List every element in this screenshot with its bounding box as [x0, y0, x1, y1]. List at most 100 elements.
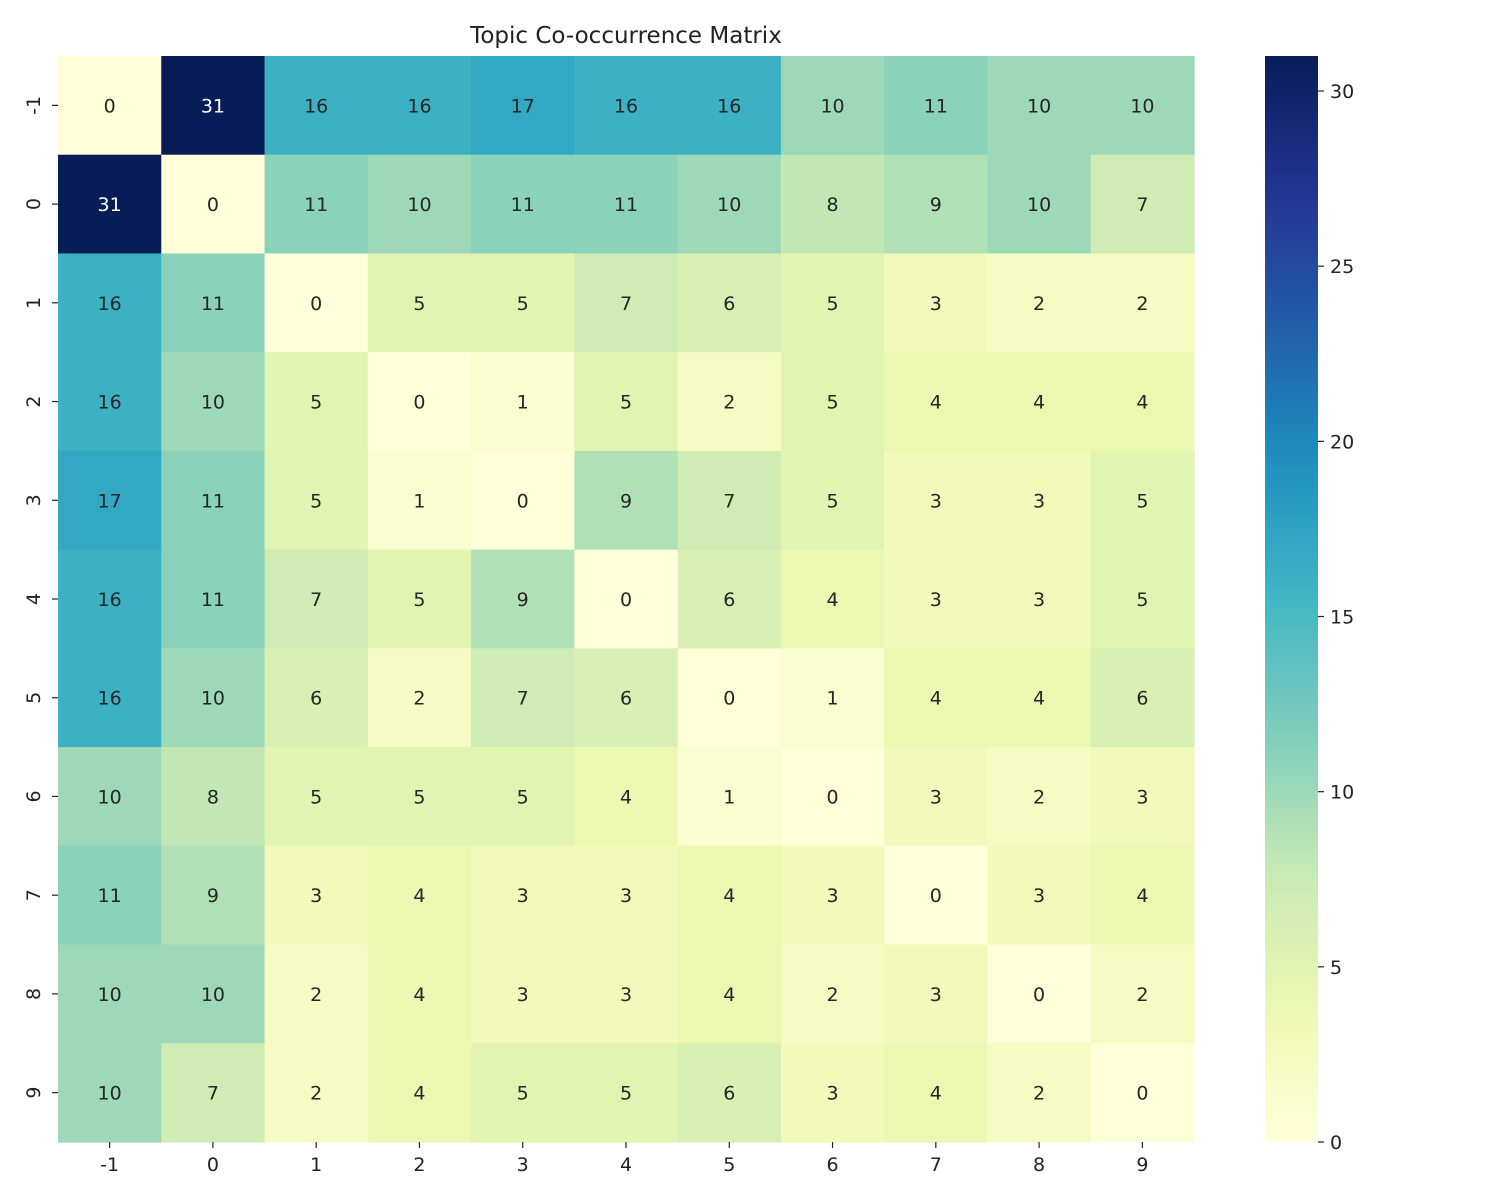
heatmap-cell [471, 154, 575, 255]
cell-value-label: 5 [413, 293, 425, 315]
heatmap-cell [574, 944, 679, 1044]
cell-value-label: 0 [1033, 984, 1045, 1006]
y-tick-label: 5 [23, 692, 45, 704]
cell-value-label: 5 [413, 786, 425, 808]
heatmap-cell [471, 747, 575, 847]
x-tick-label: 5 [723, 1154, 735, 1176]
heatmap-cell [987, 747, 1092, 847]
cell-value-label: 0 [930, 885, 942, 907]
cell-value-label: 3 [826, 885, 838, 907]
heatmap-cell [884, 648, 989, 748]
y-tick-label: 2 [23, 395, 45, 407]
cell-value-label: 5 [826, 490, 838, 512]
cell-value-label: 5 [310, 392, 322, 414]
heatmap-cell [677, 352, 782, 452]
heatmap-cell [987, 1043, 1092, 1143]
cell-value-label: 6 [723, 1083, 735, 1105]
heatmap-cell [677, 648, 782, 748]
heatmap-cell [367, 747, 472, 847]
y-tick-label: 6 [23, 790, 45, 802]
cell-value-label: 16 [407, 95, 431, 117]
cell-value-label: 10 [98, 1083, 122, 1105]
heatmap-cell [1090, 253, 1195, 353]
cell-value-label: 7 [310, 589, 322, 611]
cell-value-label: 8 [207, 786, 219, 808]
heatmap-cell [264, 352, 369, 452]
heatmap-cell [264, 648, 369, 748]
heatmap-cell [367, 450, 472, 551]
cell-value-label: 4 [413, 1083, 425, 1105]
heatmap-cell [780, 253, 885, 353]
cell-value-label: 4 [1033, 392, 1045, 414]
heatmap-cell [58, 648, 162, 748]
heatmap-cell [987, 154, 1092, 255]
heatmap-cell [58, 845, 162, 946]
heatmap-cell [574, 648, 679, 748]
heatmap-cell [471, 352, 575, 452]
colorbar-tick-label: 0 [1330, 1132, 1342, 1154]
heatmap-cell [1090, 450, 1195, 551]
heatmap-cell [471, 845, 575, 946]
heatmap-cell [677, 450, 782, 551]
cell-value-label: 10 [1027, 95, 1051, 117]
cell-value-label: 16 [98, 589, 122, 611]
cell-value-label: 11 [98, 885, 122, 907]
heatmap-cell [987, 352, 1092, 452]
heatmap-cell [780, 648, 885, 748]
heatmap-cell [367, 56, 472, 156]
heatmap-cell [677, 549, 782, 649]
heatmap-cell [161, 549, 266, 649]
cell-value-label: 0 [517, 490, 529, 512]
cell-value-label: 31 [98, 194, 122, 216]
cell-value-label: 10 [1027, 194, 1051, 216]
heatmap-cell [1090, 747, 1195, 847]
cell-value-label: 1 [826, 688, 838, 710]
heatmap-cell [987, 253, 1092, 353]
x-tick-label: 2 [413, 1154, 425, 1176]
heatmap-cell [987, 648, 1092, 748]
cell-value-label: 5 [620, 392, 632, 414]
cell-value-label: 5 [310, 786, 322, 808]
cell-value-label: 4 [930, 688, 942, 710]
heatmap-cell [58, 549, 162, 649]
heatmap-cell [574, 154, 679, 255]
heatmap-cell [987, 450, 1092, 551]
colorbar-gradient [1265, 56, 1318, 1142]
colorbar-tick-label: 30 [1330, 81, 1354, 103]
heatmap-cell [574, 845, 679, 946]
cell-value-label: 11 [201, 490, 225, 512]
cell-value-label: 10 [201, 688, 225, 710]
cell-value-label: 16 [98, 293, 122, 315]
cell-value-label: 11 [304, 194, 328, 216]
heatmap-cell [161, 352, 266, 452]
heatmap-cell [884, 944, 989, 1044]
cell-value-label: 3 [620, 885, 632, 907]
heatmap-cell [884, 450, 989, 551]
cell-value-label: 7 [620, 293, 632, 315]
heatmap-cell [161, 1043, 266, 1143]
heatmap-cell [58, 450, 162, 551]
cell-value-label: 10 [98, 984, 122, 1006]
cell-value-label: 3 [310, 885, 322, 907]
heatmap-cell [884, 253, 989, 353]
heatmap-cell [471, 1043, 575, 1143]
heatmap-cell [264, 253, 369, 353]
y-tick-label: 0 [23, 198, 45, 210]
cell-value-label: 0 [826, 786, 838, 808]
cell-value-label: 4 [413, 984, 425, 1006]
heatmap-cell [780, 1043, 885, 1143]
heatmap-cell [367, 549, 472, 649]
colorbar-tick-label: 20 [1330, 431, 1354, 453]
heatmap-cell [58, 352, 162, 452]
heatmap-cell [780, 845, 885, 946]
heatmap-cell [58, 747, 162, 847]
colorbar-tick-label: 25 [1330, 256, 1354, 278]
cell-value-label: 2 [1033, 786, 1045, 808]
cell-value-label: 10 [98, 786, 122, 808]
heatmap-cell [677, 747, 782, 847]
heatmap-cell [677, 944, 782, 1044]
heatmap-cell [987, 56, 1092, 156]
heatmap-cell [471, 944, 575, 1044]
cell-value-label: 5 [310, 490, 322, 512]
